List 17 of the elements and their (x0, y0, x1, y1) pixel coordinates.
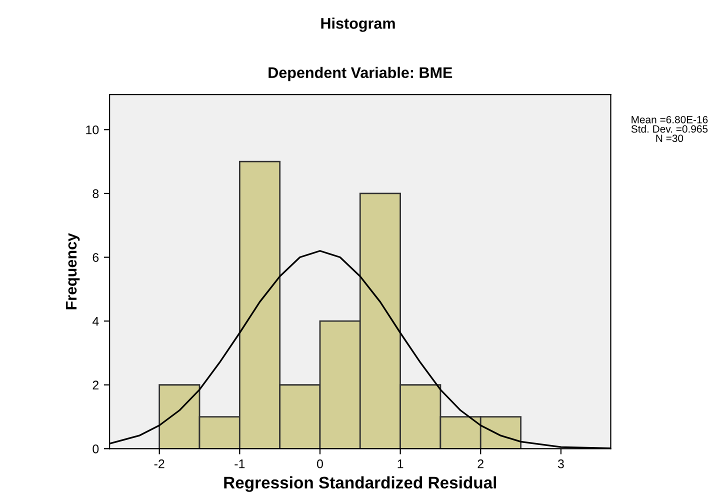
x-tick-label: 1 (398, 460, 404, 468)
x-tick-label: -1 (234, 460, 245, 468)
x-tick-label: 0 (317, 459, 323, 468)
chart-title: Histogram (321, 18, 395, 32)
x-tick-label: 3 (558, 459, 564, 468)
y-tick-label: 2 (92, 380, 99, 390)
x-tick-label: -2 (154, 459, 164, 468)
y-axis-title: Frequency (66, 233, 80, 310)
y-tick-label: 4 (92, 317, 99, 326)
x-axis-title: Regression Standardized Residual (224, 476, 496, 492)
y-tick-label: 6 (92, 253, 99, 262)
y-tick-label: 10 (86, 125, 99, 134)
x-tick-label: 2 (478, 459, 484, 468)
text: Mean =6.80E-16 Std. Dev. =0.965 N =30 (631, 116, 708, 142)
chart-subtitle: Dependent Variable: BME (268, 66, 452, 82)
y-tick-label: 0 (92, 444, 99, 454)
y-tick-label: 8 (92, 189, 99, 198)
